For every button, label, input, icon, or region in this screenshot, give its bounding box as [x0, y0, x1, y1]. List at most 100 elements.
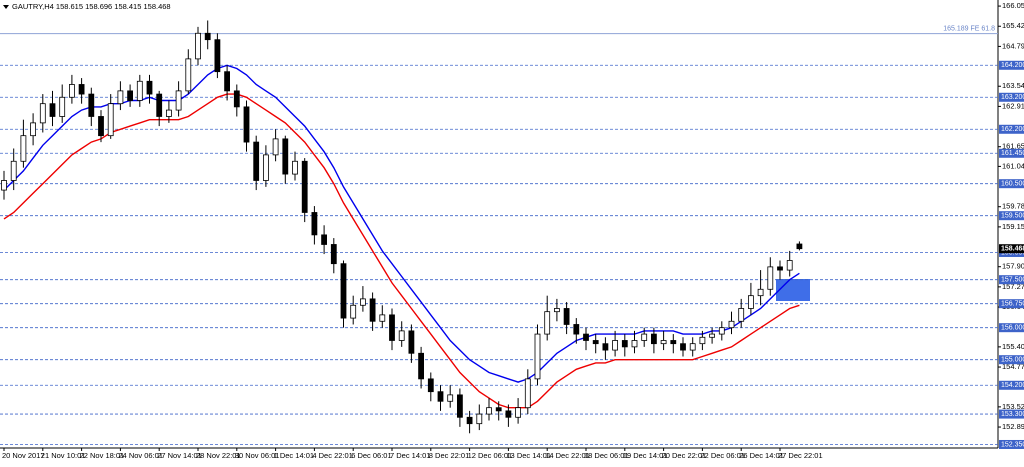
level-label: 164.200	[1001, 62, 1024, 69]
candle-body	[321, 234, 328, 245]
candle-body	[796, 243, 803, 250]
y-tick-label: 166.050	[1002, 1, 1024, 10]
y-tick-label: 159.150	[1002, 222, 1024, 231]
y-tick-label: 157.905	[1002, 262, 1024, 271]
candle-body	[195, 32, 201, 60]
candle-body	[563, 308, 570, 325]
candle-body	[330, 244, 337, 265]
y-tick-label: 159.780	[1002, 202, 1024, 211]
candle-body	[359, 298, 366, 306]
level-label-bg	[999, 211, 1024, 221]
x-tick-label: 27 Nov 14:01	[157, 451, 202, 460]
x-tick-label: 24 Nov 06:01	[118, 451, 163, 460]
candle-body	[88, 93, 95, 117]
candle-body	[156, 93, 163, 117]
level-label-bg	[999, 355, 1024, 365]
level-label: 157.500	[1001, 277, 1024, 284]
y-tick-label: 153.525	[1002, 402, 1024, 411]
level-label-bg	[999, 148, 1024, 158]
candle-body	[602, 343, 609, 351]
candle-body	[185, 58, 192, 92]
level-label: 159.500	[1001, 213, 1024, 220]
candle-body	[10, 160, 17, 181]
candle-body	[272, 138, 279, 156]
candle-body	[262, 154, 269, 181]
x-tick-label: 19 Dec 14:01	[623, 451, 668, 460]
candle-body	[718, 327, 725, 335]
y-tick-label: 163.545	[1002, 81, 1024, 90]
x-tick-label: 1 Dec 14:01	[274, 451, 314, 460]
y-tick-label: 161.655	[1002, 142, 1024, 151]
candle-body	[748, 295, 754, 309]
candle-body	[515, 407, 521, 418]
y-tick-label: 165.420	[1002, 21, 1024, 30]
candle-body	[670, 340, 677, 345]
candle-body	[253, 141, 260, 181]
candle-body	[660, 340, 667, 345]
x-tick-label: 30 Nov 06:01	[235, 451, 280, 460]
x-tick-label: 18 Dec 06:01	[584, 451, 629, 460]
candle-body	[592, 340, 599, 345]
candle-body	[369, 298, 376, 322]
level-label-bg	[999, 439, 1024, 449]
x-tick-label: 27 Dec 22:01	[778, 451, 823, 460]
x-tick-label: 12 Dec 06:01	[468, 451, 513, 460]
level-label-bg	[999, 409, 1024, 419]
candle-body	[136, 80, 143, 101]
candle-body	[59, 96, 66, 117]
candle-body	[243, 106, 250, 143]
candle-body	[165, 109, 172, 117]
level-label-bg	[999, 380, 1024, 390]
y-tick-label: 157.275	[1002, 282, 1024, 291]
candle-body	[30, 122, 37, 137]
y-tick-label: 164.790	[1002, 41, 1024, 50]
candle-body	[78, 84, 85, 95]
y-tick-label: 152.895	[1002, 422, 1024, 431]
candle-body	[757, 288, 764, 297]
y-tick-label: 154.770	[1002, 362, 1024, 371]
candle-body	[117, 90, 124, 105]
level-label-bg	[999, 60, 1024, 70]
candle-body	[20, 135, 27, 162]
candle-body	[39, 103, 46, 124]
candle-body	[786, 260, 793, 271]
moving-average	[3, 64, 800, 383]
candle-body	[107, 103, 114, 137]
candle-body	[69, 84, 75, 98]
candle-body	[350, 304, 357, 319]
candle-body	[651, 333, 657, 345]
y-tick-label: 161.040	[1002, 161, 1024, 170]
candle-body	[204, 32, 211, 41]
x-tick-label: 20 Nov 2017	[2, 451, 45, 460]
x-tick-label: 13 Dec 14:01	[506, 451, 551, 460]
y-tick-label: 155.400	[1002, 342, 1024, 351]
candle-body	[379, 314, 386, 322]
level-label-bg	[999, 275, 1024, 285]
x-tick-label: 4 Dec 22:01	[312, 451, 352, 460]
candle-body	[689, 343, 696, 351]
candle-body	[447, 394, 454, 402]
current-price-bg	[999, 244, 1024, 254]
chart-header: GAUTRY,H4 158.615 158.696 158.415 158.46…	[12, 2, 171, 11]
candle-body	[476, 413, 483, 425]
candle-body	[301, 160, 308, 213]
x-tick-label: 28 Nov 22:01	[196, 451, 241, 460]
candle-body	[456, 394, 463, 418]
candle-body	[621, 340, 628, 348]
candle-body	[146, 80, 153, 95]
candle-body	[554, 308, 560, 313]
menu-arrow[interactable]	[3, 5, 9, 9]
x-tick-label: 8 Dec 22:01	[429, 451, 469, 460]
candle-body	[583, 333, 589, 341]
x-tick-label: 22 Nov 18:01	[80, 451, 125, 460]
y-tick-label: 162.915	[1002, 101, 1024, 110]
level-label: 156.750	[1001, 301, 1024, 308]
level-label: 160.500	[1001, 181, 1024, 188]
candle-body	[408, 330, 415, 354]
candle-body	[282, 138, 289, 175]
candle-body	[680, 343, 686, 351]
level-label: 161.450	[1001, 150, 1024, 157]
x-tick-label: 20 Dec 22:01	[662, 451, 707, 460]
